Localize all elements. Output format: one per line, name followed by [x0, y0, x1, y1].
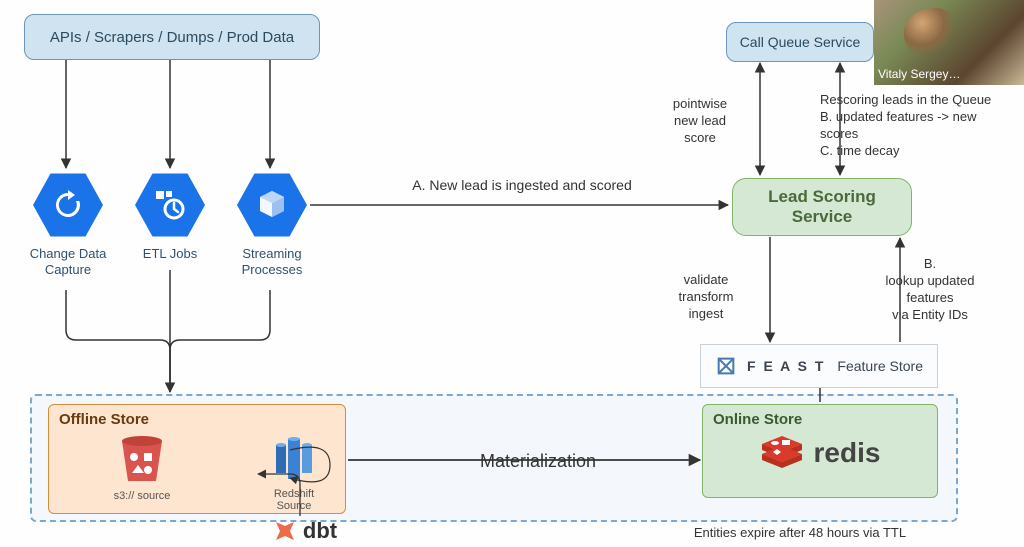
cdc-icon: [33, 170, 103, 240]
offline-store-title: Offline Store: [59, 411, 335, 428]
lead-scoring-service-box: Lead Scoring Service: [732, 178, 912, 236]
redshift-caption: Redshift Source: [259, 488, 329, 512]
cdc-label: Change Data Capture: [28, 246, 108, 279]
dbt-label: dbt: [303, 518, 337, 544]
edge-label-materialization: Materialization: [448, 450, 628, 473]
offline-store-box: Offline Store s3:// source Redshift Sour…: [48, 404, 346, 514]
dbt-icon: [273, 519, 297, 543]
call-queue-service-box: Call Queue Service: [726, 22, 874, 62]
edge-label-a: A. New lead is ingested and scored: [362, 176, 682, 194]
edge-label-rescoring: Rescoring leads in the Queue B. updated …: [820, 92, 1020, 160]
feast-logo-text: F E A S T: [747, 358, 825, 374]
edge-label-validate: validate transform ingest: [666, 272, 746, 323]
online-store-title: Online Store: [713, 411, 927, 428]
online-store-box: Online Store redis: [702, 404, 938, 498]
cube-icon: [254, 187, 290, 223]
data-sources-box: APIs / Scrapers / Dumps / Prod Data: [24, 14, 320, 60]
etl-label: ETL Jobs: [143, 246, 197, 262]
feast-box: F E A S T Feature Store: [700, 344, 938, 388]
streaming-node: Streaming Processes: [232, 170, 312, 279]
s3-bucket-icon: [116, 435, 168, 485]
redshift-icon: [270, 435, 318, 483]
feast-logo-icon: [715, 355, 737, 377]
s3-source: s3:// source: [107, 435, 177, 502]
streaming-label: Streaming Processes: [232, 246, 312, 279]
redis-label: redis: [814, 437, 881, 469]
lead-scoring-label: Lead Scoring Service: [768, 187, 876, 227]
cdc-node: Change Data Capture: [28, 170, 108, 279]
presenter-name: Vitaly Sergey…: [878, 67, 960, 81]
call-queue-label: Call Queue Service: [740, 34, 861, 50]
edge-label-b-lookup: B. lookup updated features via Entity ID…: [870, 256, 990, 324]
data-sources-label: APIs / Scrapers / Dumps / Prod Data: [50, 29, 294, 46]
etl-icon: [135, 170, 205, 240]
presenter-video-thumbnail: Vitaly Sergey…: [874, 0, 1024, 85]
edge-label-pointwise: pointwise new lead score: [660, 96, 740, 147]
jobs-icon: [152, 187, 188, 223]
refresh-icon: [50, 187, 86, 223]
feature-store-label: Feature Store: [837, 358, 923, 374]
streaming-icon: [237, 170, 307, 240]
redis-icon: [760, 434, 804, 472]
ttl-note: Entities expire after 48 hours via TTL: [650, 525, 950, 542]
redshift-source: Redshift Source: [259, 435, 329, 512]
s3-caption: s3:// source: [107, 490, 177, 502]
etl-node: ETL Jobs: [130, 170, 210, 262]
dbt-box: dbt: [260, 518, 350, 544]
